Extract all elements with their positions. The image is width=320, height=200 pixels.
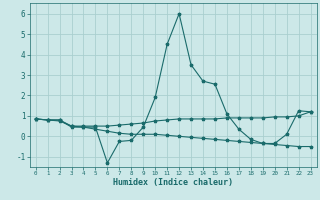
X-axis label: Humidex (Indice chaleur): Humidex (Indice chaleur) (113, 178, 233, 187)
